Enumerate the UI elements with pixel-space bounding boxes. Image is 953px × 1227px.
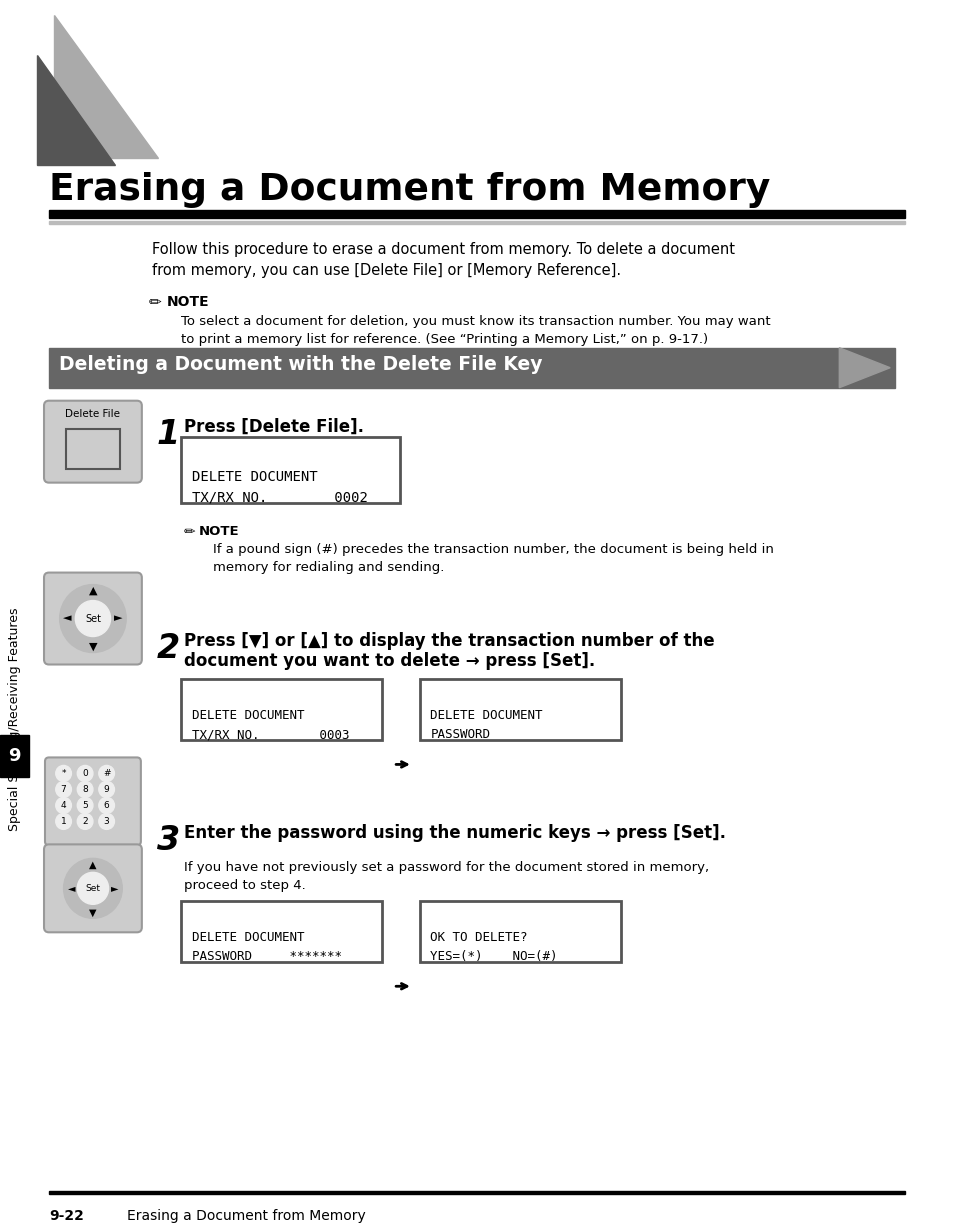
Text: ►: ► [111,883,118,893]
Text: 2: 2 [82,817,88,826]
Text: 7: 7 [61,785,67,794]
Circle shape [55,814,71,829]
Text: *: * [61,769,66,778]
Text: Delete File: Delete File [66,409,120,418]
Text: DELETE DOCUMENT
TX/RX NO.        0003: DELETE DOCUMENT TX/RX NO. 0003 [192,709,349,741]
Text: Follow this procedure to erase a document from memory. To delete a document
from: Follow this procedure to erase a documen… [152,242,734,279]
Circle shape [99,814,114,829]
Text: 4: 4 [61,801,67,810]
FancyBboxPatch shape [44,844,142,933]
Text: 0: 0 [82,769,88,778]
Text: ▲: ▲ [89,585,97,595]
Text: If a pound sign (#) precedes the transaction number, the document is being held : If a pound sign (#) precedes the transac… [213,542,773,573]
Text: ▲: ▲ [89,859,96,870]
Circle shape [55,798,71,814]
Text: DELETE DOCUMENT
TX/RX NO.        0002: DELETE DOCUMENT TX/RX NO. 0002 [192,470,367,504]
FancyBboxPatch shape [419,680,620,740]
Text: 9-22: 9-22 [49,1209,84,1223]
Text: Enter the password using the numeric keys → press [Set].: Enter the password using the numeric key… [184,825,725,843]
Text: OK TO DELETE?
YES=(*)    NO=(#): OK TO DELETE? YES=(*) NO=(#) [430,931,558,963]
Text: 1: 1 [156,417,179,450]
Text: Press [▼] or [▲] to display the transaction number of the
document you want to d: Press [▼] or [▲] to display the transact… [184,632,714,670]
Text: DELETE DOCUMENT
PASSWORD     *******: DELETE DOCUMENT PASSWORD ******* [192,931,341,963]
Text: 3: 3 [156,825,179,858]
FancyBboxPatch shape [45,757,141,845]
FancyBboxPatch shape [44,401,142,482]
Text: 5: 5 [82,801,88,810]
Circle shape [60,584,126,653]
Text: Press [Delete File].: Press [Delete File]. [184,417,363,436]
Text: ▼: ▼ [89,907,96,918]
Text: ✏: ✏ [149,294,161,309]
Text: 3: 3 [104,817,110,826]
FancyBboxPatch shape [419,902,620,962]
Text: ◄: ◄ [63,614,71,623]
FancyBboxPatch shape [44,573,142,665]
Circle shape [77,798,92,814]
Circle shape [99,798,114,814]
Text: Erasing a Document from Memory: Erasing a Document from Memory [49,172,769,207]
Circle shape [77,814,92,829]
Text: 6: 6 [104,801,110,810]
FancyBboxPatch shape [181,902,382,962]
Text: 8: 8 [82,785,88,794]
Text: Special Sending/Receiving Features: Special Sending/Receiving Features [9,607,21,831]
Text: Deleting a Document with the Delete File Key: Deleting a Document with the Delete File… [59,356,541,374]
Text: NOTE: NOTE [198,525,239,537]
Circle shape [77,782,92,798]
Text: ✏: ✏ [184,525,195,539]
Polygon shape [839,347,889,388]
Text: If you have not previously set a password for the document stored in memory,
pro: If you have not previously set a passwor… [184,861,708,892]
Bar [49,1191,903,1194]
Bar [0,735,30,778]
Circle shape [55,782,71,798]
Bar [49,210,903,218]
Circle shape [55,766,71,782]
Text: Erasing a Document from Memory: Erasing a Document from Memory [127,1209,366,1223]
Text: NOTE: NOTE [166,294,209,309]
Text: 9: 9 [9,747,21,766]
Text: 1: 1 [61,817,67,826]
Text: 2: 2 [156,632,179,665]
Circle shape [64,859,122,918]
Text: To select a document for deletion, you must know its transaction number. You may: To select a document for deletion, you m… [181,315,770,346]
Text: ▼: ▼ [89,642,97,652]
Circle shape [99,782,114,798]
Text: DELETE DOCUMENT
PASSWORD: DELETE DOCUMENT PASSWORD [430,709,542,741]
Circle shape [99,766,114,782]
Circle shape [77,872,109,904]
Text: ►: ► [114,614,123,623]
Bar [49,221,903,223]
FancyBboxPatch shape [181,680,382,740]
Text: #: # [103,769,111,778]
Polygon shape [53,15,158,158]
Polygon shape [37,55,115,164]
Text: ◄: ◄ [68,883,75,893]
Bar [49,347,894,388]
FancyBboxPatch shape [181,437,399,503]
FancyBboxPatch shape [66,428,120,469]
Circle shape [75,600,111,637]
Text: Set: Set [86,883,100,893]
Text: Set: Set [85,614,101,623]
Text: 9: 9 [104,785,110,794]
Circle shape [77,766,92,782]
